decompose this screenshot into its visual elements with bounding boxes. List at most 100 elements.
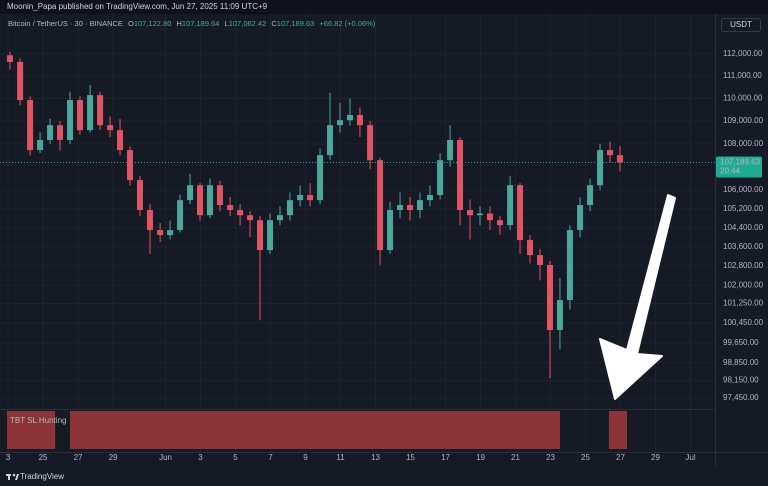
candle-body — [447, 139, 454, 161]
y-tick-label: 97,450.00 — [723, 393, 759, 402]
candle-body — [17, 61, 24, 101]
candle-body — [517, 185, 524, 241]
candle-body — [327, 125, 334, 156]
x-tick-label: 29 — [109, 453, 118, 462]
y-tick-label: 105,200.00 — [723, 204, 764, 213]
candle-body — [37, 139, 44, 151]
ohlc-low: L107,062.42 — [225, 19, 267, 28]
candle-body — [377, 160, 384, 251]
candle-body — [146, 210, 153, 231]
last-price-label: 107,189.63 — [720, 158, 761, 167]
candle-body — [87, 95, 94, 131]
ohlc-label: O — [128, 19, 134, 28]
y-tick-label: 98,150.00 — [723, 375, 759, 384]
ohlc-label: H — [176, 19, 182, 28]
candle-body — [577, 205, 584, 231]
y-tick-label: 102,800.00 — [723, 261, 764, 270]
candle-body — [587, 185, 594, 206]
candle-body — [276, 215, 283, 221]
indicator-block — [608, 411, 627, 449]
candle-body — [467, 210, 474, 216]
candle-body — [406, 205, 413, 211]
candle-body — [47, 125, 54, 140]
candle-body — [337, 120, 344, 126]
candle-body — [486, 213, 493, 221]
candle-body — [367, 125, 374, 161]
x-tick-label: 27 — [74, 453, 83, 462]
candle-body — [237, 210, 244, 216]
candle-body — [247, 215, 254, 221]
candle-body — [556, 300, 563, 331]
candle-body — [317, 155, 324, 201]
x-tick-label: 5 — [233, 453, 238, 462]
candle-body — [496, 220, 503, 226]
ohlc-value: 107,062.42 — [228, 19, 267, 28]
x-tick-label: 9 — [303, 453, 308, 462]
y-tick-label: 110,000.00 — [723, 94, 763, 103]
y-tick-label: 104,400.00 — [723, 223, 764, 232]
x-tick-label: Jun — [159, 453, 172, 462]
publisher-bar: Moonin_Papa published on TradingView.com… — [0, 0, 768, 14]
ohlc-label: L — [224, 19, 229, 28]
y-tick-label: 101,250.00 — [723, 299, 764, 308]
candle-body — [267, 220, 274, 251]
candle-body — [426, 195, 433, 201]
countdown-label: 20:44 — [720, 167, 741, 176]
x-tick-label: 25 — [581, 453, 590, 462]
symbol-legend: Bitcoin / TetherUS · 30 · BINANCE O107,1… — [8, 19, 378, 28]
candle-body — [566, 230, 573, 301]
arrow-annotation — [599, 194, 676, 400]
x-tick-label: 7 — [268, 453, 273, 462]
y-tick-label: 108,000.00 — [723, 139, 764, 148]
ohlc-label: C — [271, 19, 277, 28]
candle-body — [57, 125, 64, 140]
x-tick-label: 3 — [198, 453, 203, 462]
x-tick-label: 17 — [441, 453, 450, 462]
brand-logo — [6, 473, 19, 480]
candle-body — [297, 195, 304, 201]
last-price-tag — [716, 156, 762, 178]
candle-body — [397, 205, 404, 211]
brand: TradingView — [20, 472, 65, 481]
indicator-block — [6, 411, 56, 449]
candle-body — [136, 180, 143, 211]
candle-body — [117, 130, 124, 151]
x-tick-label: 3 — [6, 453, 11, 462]
y-tick-label: 102,000.00 — [723, 280, 764, 289]
x-tick-label: 11 — [336, 453, 345, 462]
indicator-label: TBT SL Hunting — [10, 416, 66, 425]
x-tick-label: 21 — [511, 453, 520, 462]
candle-body — [356, 114, 363, 126]
candle-body — [157, 230, 164, 236]
candle-body — [546, 264, 553, 331]
plot — [0, 51, 715, 449]
candle-body — [76, 100, 83, 131]
candle-body — [27, 100, 34, 151]
publisher: Moonin_Papa published on TradingView.com… — [7, 2, 268, 11]
y-tick-label: 99,650.00 — [723, 338, 759, 347]
candle-body — [616, 155, 623, 163]
x-tick-label: 19 — [476, 453, 485, 462]
ohlc-value: 107,189.64 — [181, 19, 220, 28]
candle-body — [286, 200, 293, 216]
ohlc-value: 107,189.63 — [276, 19, 315, 28]
candle-body — [607, 150, 614, 156]
indicator-block — [69, 411, 560, 449]
candle-body — [127, 150, 134, 181]
candle-body — [387, 210, 394, 251]
candle-body — [507, 185, 514, 226]
footer: TradingView — [0, 468, 768, 486]
x-tick-label: Jul — [685, 453, 695, 462]
candle-body — [6, 55, 13, 62]
x-tick-label: 15 — [406, 453, 415, 462]
y-tick-label: 112,000.00 — [723, 49, 763, 58]
candle-body — [167, 230, 174, 236]
candle-body — [66, 100, 73, 140]
y-tick-label: 100,450.00 — [723, 318, 764, 327]
currency-button[interactable]: USDT — [721, 18, 761, 32]
candle-body — [216, 185, 223, 206]
candle-body — [437, 160, 444, 196]
